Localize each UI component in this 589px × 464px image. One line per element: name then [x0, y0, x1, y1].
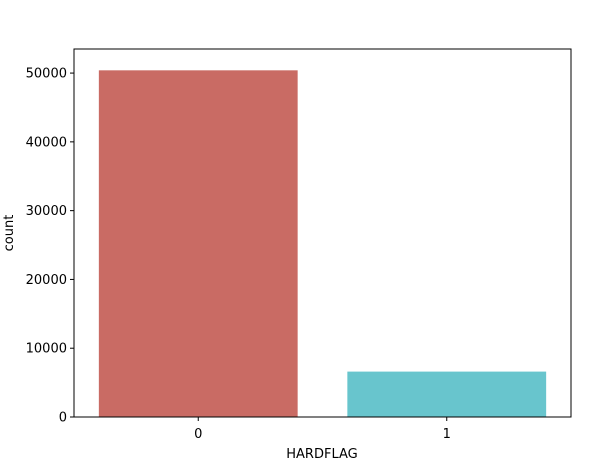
y-axis: 0 10000 20000 30000 40000 50000 — [26, 67, 74, 426]
bars-group — [98, 70, 547, 417]
x-tick-label-0: 0 — [194, 427, 202, 442]
y-tick-label-30000: 30000 — [26, 204, 67, 219]
x-tick-label-1: 1 — [443, 427, 451, 442]
y-tick-label-10000: 10000 — [26, 342, 67, 357]
y-tick-label-0: 0 — [59, 411, 67, 426]
y-tick-label-50000: 50000 — [26, 67, 67, 82]
y-axis-label: count — [2, 215, 17, 252]
bar-1 — [347, 371, 547, 417]
y-tick-label-20000: 20000 — [26, 273, 67, 288]
bar-0 — [98, 70, 298, 417]
x-axis-label: HARDFLAG — [286, 447, 357, 462]
y-tick-label-40000: 40000 — [26, 135, 67, 150]
plot-frame — [73, 48, 572, 418]
